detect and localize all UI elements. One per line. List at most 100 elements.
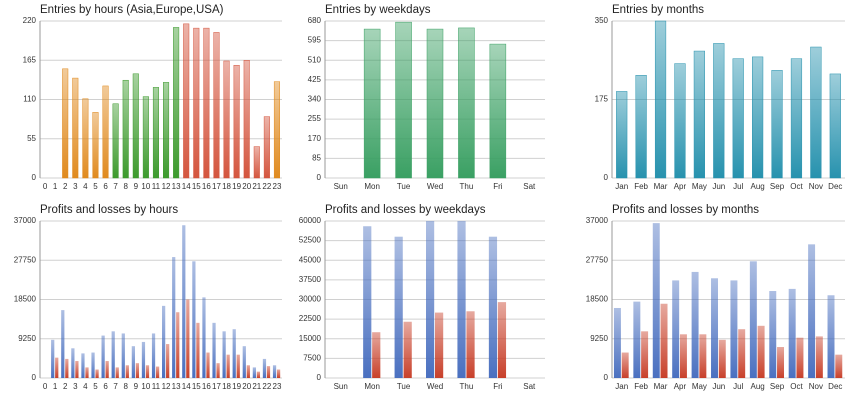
x-tick-label: Aug [751,182,765,191]
bar [266,366,271,378]
y-tick-label: 18500 [586,295,609,304]
bar [777,347,785,378]
y-tick-label: 37000 [586,216,609,225]
y-tick-label: 7500 [303,353,321,362]
x-tick-label: 12 [162,182,171,191]
bar [252,367,256,378]
x-tick-label: 15 [192,182,201,191]
bar [489,43,507,179]
bar [62,68,69,179]
x-tick-label: Aug [751,382,765,391]
bar [173,27,180,179]
bar [163,82,170,179]
bar [65,358,69,378]
x-tick-label: Sun [334,382,348,391]
x-tick-label: Oct [790,382,803,391]
x-tick-label: Tue [397,182,411,191]
x-tick-label: Sat [523,182,536,191]
bar [395,21,412,179]
bar [243,60,250,179]
x-tick-label: Fri [493,182,503,191]
bar [142,96,149,179]
x-tick-label: 5 [93,182,98,191]
bar [125,365,129,378]
x-tick-label: 15 [192,382,201,391]
bar [112,103,119,179]
bar [81,353,85,378]
y-tick-label: 27750 [586,255,609,264]
bar [693,50,705,179]
bar [796,337,804,378]
bar [276,369,281,378]
y-tick-label: 45000 [299,255,322,264]
bar [196,322,200,378]
bar [691,271,699,378]
x-tick-label: 7 [113,182,118,191]
bar [166,344,170,378]
x-tick-label: Mon [364,382,380,391]
bar [202,297,206,378]
bar [92,112,99,179]
bar [72,77,79,179]
x-tick-label: Thu [460,182,474,191]
bar [435,312,444,378]
bar [757,325,765,378]
x-tick-label: 2 [63,182,68,191]
bar [55,357,59,378]
bar [713,43,725,179]
x-tick-label: 1 [53,382,58,391]
y-tick-label: 37500 [299,275,322,284]
x-tick-label: 6 [103,182,108,191]
y-tick-label: 510 [308,55,322,64]
y-tick-label: 60000 [299,216,322,225]
x-tick-label: 13 [172,382,181,391]
bar [95,369,99,378]
x-tick-label: 4 [83,382,88,391]
bar [141,341,146,378]
bar [223,60,230,179]
bar [121,333,125,378]
bar [253,146,260,179]
bar [652,223,660,378]
x-tick-label: Dec [828,182,842,191]
bar [458,27,475,179]
x-tick-label: 9 [134,382,139,391]
x-tick-label: Dec [828,382,842,391]
bar [111,331,115,378]
bar [672,280,680,378]
y-tick-label: 27750 [14,255,37,264]
x-tick-label: Fri [493,382,503,391]
x-tick-label: Feb [634,182,648,191]
x-tick-label: 11 [152,382,161,391]
bar [488,236,498,378]
x-tick-label: Wed [427,182,443,191]
x-tick-label: May [692,382,707,391]
bar [176,312,180,378]
bar [216,363,220,378]
chart-title: Profits and losses by hours [40,204,178,216]
x-tick-label: Sep [770,382,785,391]
bar [182,225,186,378]
bar [810,46,822,179]
bar [256,371,261,378]
y-tick-label: 0 [317,173,322,182]
y-tick-label: 110 [23,95,36,104]
x-tick-label: Oct [790,182,803,191]
bar [193,27,200,179]
x-tick-label: 10 [141,182,150,191]
chart-title: Entries by weekdays [325,4,431,16]
bar [738,329,746,378]
bar [815,336,823,378]
bar [674,63,686,179]
bar [732,58,744,179]
bar [212,322,216,378]
x-tick-label: Nov [809,182,823,191]
x-tick-label: 0 [43,382,48,391]
x-tick-label: 21 [252,182,261,191]
x-tick-label: Nov [809,382,823,391]
bar [262,358,267,378]
x-tick-label: Apr [674,382,687,391]
bar [621,352,629,378]
bar [75,361,79,378]
